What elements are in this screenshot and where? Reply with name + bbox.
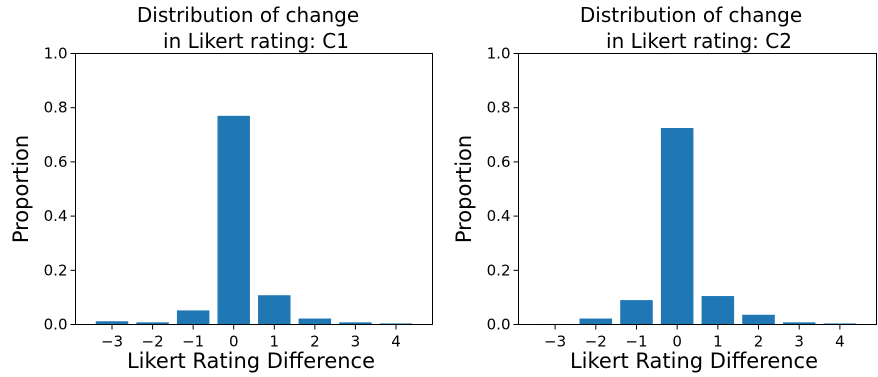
bars bbox=[538, 128, 857, 325]
x-axis-label: Likert Rating Difference bbox=[570, 349, 818, 373]
y-ticks: 0.0 0.2 0.4 0.6 0.8 1.0 bbox=[44, 45, 76, 334]
x-tick-label: 4 bbox=[391, 333, 401, 351]
y-tick-label: 0.4 bbox=[44, 207, 68, 225]
bar bbox=[701, 296, 735, 325]
chart-title-line-2: in Likert rating: C1 bbox=[163, 29, 349, 53]
chart-c1: Distribution of change in Likert rating:… bbox=[9, 3, 433, 373]
x-axis-label: Likert Rating Difference bbox=[127, 349, 375, 373]
y-tick-label: 0.8 bbox=[44, 99, 68, 117]
x-tick-label: 0 bbox=[229, 333, 239, 351]
chart-c2: Distribution of change in Likert rating:… bbox=[452, 3, 877, 373]
x-tick-label: 3 bbox=[794, 333, 804, 351]
bar bbox=[579, 318, 613, 325]
bar bbox=[742, 314, 775, 325]
bar bbox=[136, 322, 169, 325]
y-ticks: 0.0 0.2 0.4 0.6 0.8 1.0 bbox=[487, 45, 519, 334]
x-tick-label: −3 bbox=[544, 333, 566, 351]
bar bbox=[95, 321, 129, 325]
bar bbox=[298, 318, 332, 325]
plot-frame bbox=[75, 53, 433, 325]
y-tick-label: 0.2 bbox=[44, 261, 68, 279]
x-ticks: −3 −2 −1 0 1 2 3 4 bbox=[101, 324, 401, 351]
x-tick-label: −2 bbox=[585, 333, 607, 351]
chart-title-line-2: in Likert rating: C2 bbox=[606, 29, 792, 53]
bar bbox=[217, 115, 250, 325]
x-tick-label: −2 bbox=[142, 333, 164, 351]
y-axis-label: Proportion bbox=[452, 135, 476, 243]
bar bbox=[258, 295, 291, 325]
bar bbox=[782, 322, 816, 325]
y-tick-label: 0.8 bbox=[487, 99, 511, 117]
x-tick-label: 1 bbox=[270, 333, 280, 351]
x-tick-label: −1 bbox=[625, 333, 647, 351]
y-tick-label: 0.2 bbox=[487, 261, 511, 279]
y-tick-label: 1.0 bbox=[44, 45, 68, 63]
y-tick-label: 1.0 bbox=[487, 45, 511, 63]
y-axis-label: Proportion bbox=[9, 135, 33, 243]
x-tick-label: −3 bbox=[101, 333, 123, 351]
x-ticks: −3 −2 −1 0 1 2 3 4 bbox=[544, 324, 845, 351]
bar bbox=[620, 300, 653, 325]
chart-title-line-1: Distribution of change bbox=[137, 3, 359, 27]
chart-title-line-1: Distribution of change bbox=[580, 3, 802, 27]
x-tick-label: 3 bbox=[351, 333, 361, 351]
bar bbox=[176, 310, 210, 325]
x-tick-label: 0 bbox=[672, 333, 682, 351]
x-tick-label: 1 bbox=[713, 333, 723, 351]
y-tick-label: 0.4 bbox=[487, 207, 511, 225]
bars bbox=[95, 115, 413, 325]
y-tick-label: 0.0 bbox=[487, 316, 511, 334]
y-tick-label: 0.0 bbox=[44, 316, 68, 334]
x-tick-label: 2 bbox=[310, 333, 320, 351]
bar bbox=[339, 322, 372, 325]
y-tick-label: 0.6 bbox=[44, 153, 68, 171]
bar bbox=[379, 323, 413, 325]
x-tick-label: 2 bbox=[754, 333, 764, 351]
x-tick-label: 4 bbox=[835, 333, 845, 351]
x-tick-label: −1 bbox=[182, 333, 204, 351]
bar bbox=[823, 323, 857, 325]
plot-frame bbox=[518, 53, 877, 325]
y-tick-label: 0.6 bbox=[487, 153, 511, 171]
bar bbox=[660, 128, 694, 325]
